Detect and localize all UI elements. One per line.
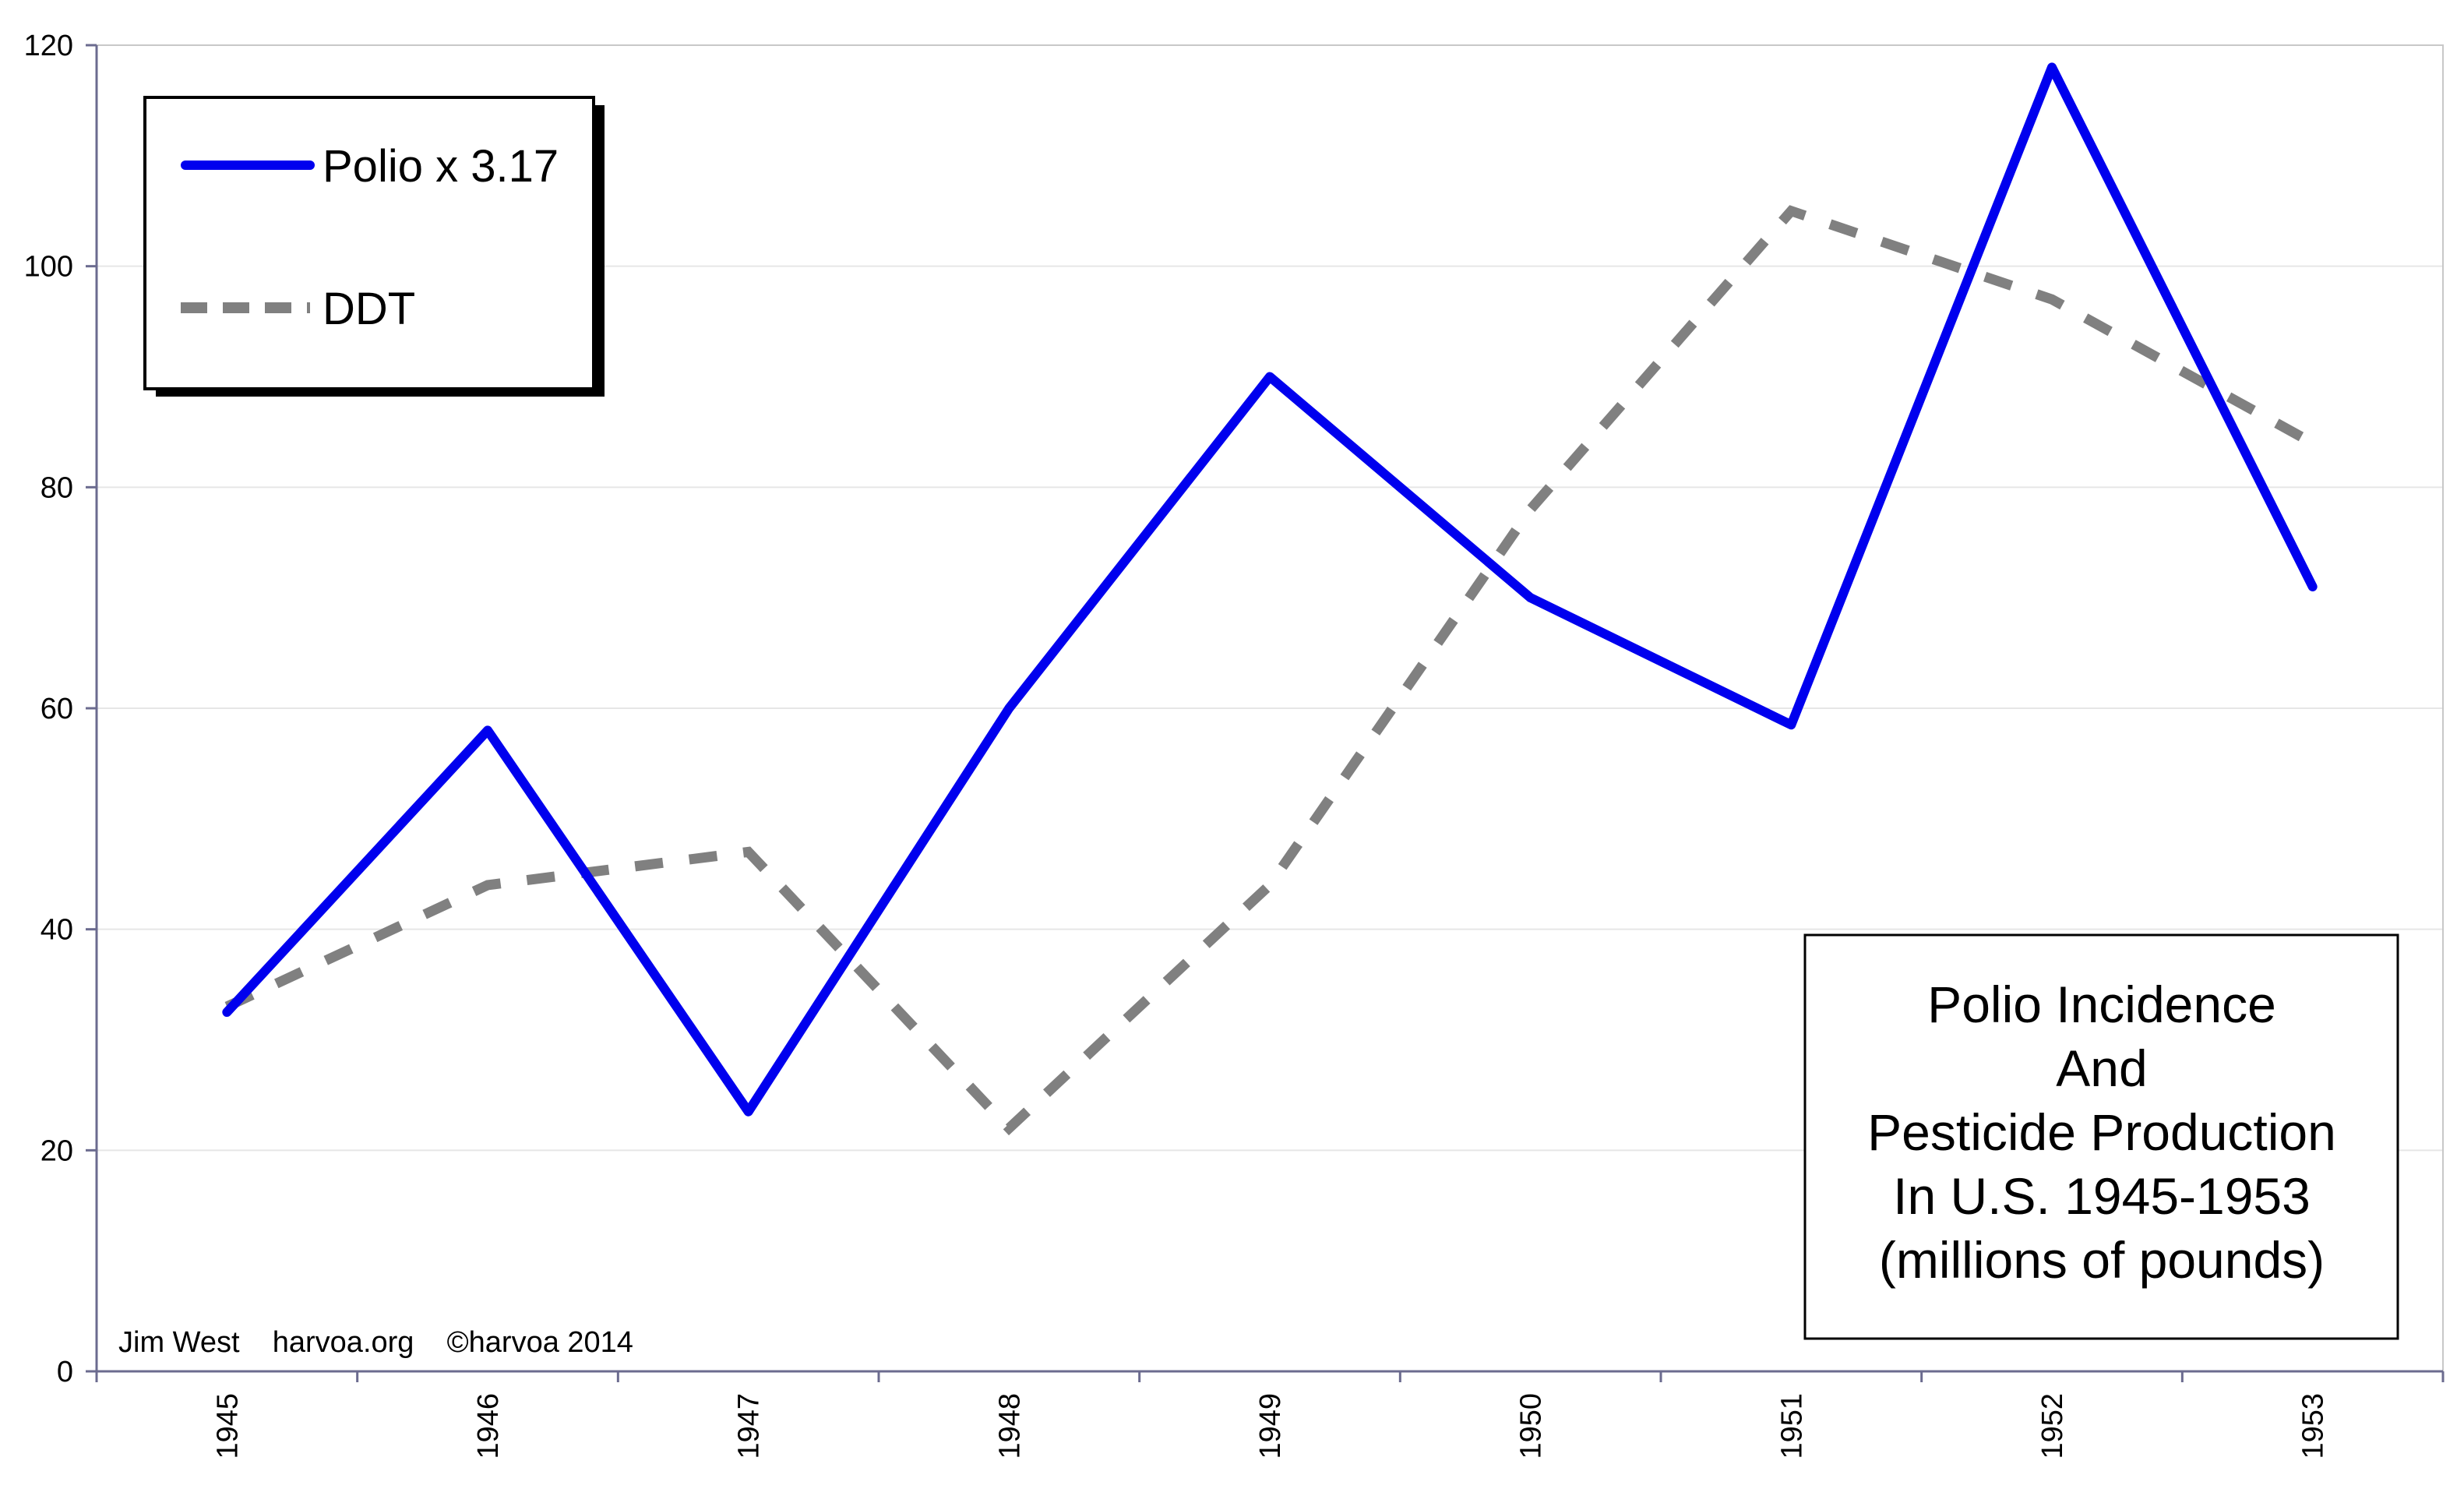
y-tick-label: 120 xyxy=(24,30,73,62)
x-tick-label: 1946 xyxy=(472,1393,505,1459)
x-tick-label: 1952 xyxy=(2036,1393,2069,1459)
y-tick-label: 20 xyxy=(41,1134,73,1167)
chart-title-box: Polio Incidence And Pesticide Production… xyxy=(1803,933,2399,1340)
x-axis-ticks: 1945 1946 1947 1948 1949 1950 1951 1952 1953 xyxy=(211,1393,2329,1459)
x-tick-label: 1950 xyxy=(1515,1393,1548,1459)
legend-label-ddt: DDT xyxy=(323,284,415,334)
axes xyxy=(86,44,2445,1382)
title-line-1: Polio Incidence xyxy=(1927,976,2276,1033)
x-tick-label: 1949 xyxy=(1254,1393,1287,1459)
y-tick-label: 100 xyxy=(24,251,73,284)
title-line-2: And xyxy=(2056,1039,2147,1097)
legend-box xyxy=(143,96,595,390)
y-axis-ticks: 0 20 40 60 80 100 120 xyxy=(24,30,73,1388)
credit-text: Jim West harvoa.org ©harvoa 2014 xyxy=(118,1326,633,1359)
x-tick-label: 1953 xyxy=(2297,1393,2330,1459)
y-tick-label: 0 xyxy=(57,1356,73,1388)
x-tick-label: 1951 xyxy=(1775,1393,1808,1459)
y-tick-label: 80 xyxy=(41,471,73,504)
title-box-border xyxy=(1803,933,2399,1340)
series-line-polio xyxy=(222,62,2318,1117)
x-tick-label: 1945 xyxy=(211,1393,244,1459)
x-tick-label: 1947 xyxy=(733,1393,766,1459)
title-line-3: Pesticide Production xyxy=(1867,1103,2336,1161)
y-tick-label: 40 xyxy=(41,914,73,947)
series xyxy=(222,62,2318,1136)
title-line-5: (millions of pounds) xyxy=(1879,1231,2325,1289)
title-line-4: In U.S. 1945-1953 xyxy=(1893,1167,2311,1225)
y-tick-label: 60 xyxy=(41,693,73,725)
legend: Polio x 3.17 DDT xyxy=(143,96,605,397)
legend-label-polio: Polio x 3.17 xyxy=(323,141,559,192)
x-tick-label: 1948 xyxy=(993,1393,1026,1459)
